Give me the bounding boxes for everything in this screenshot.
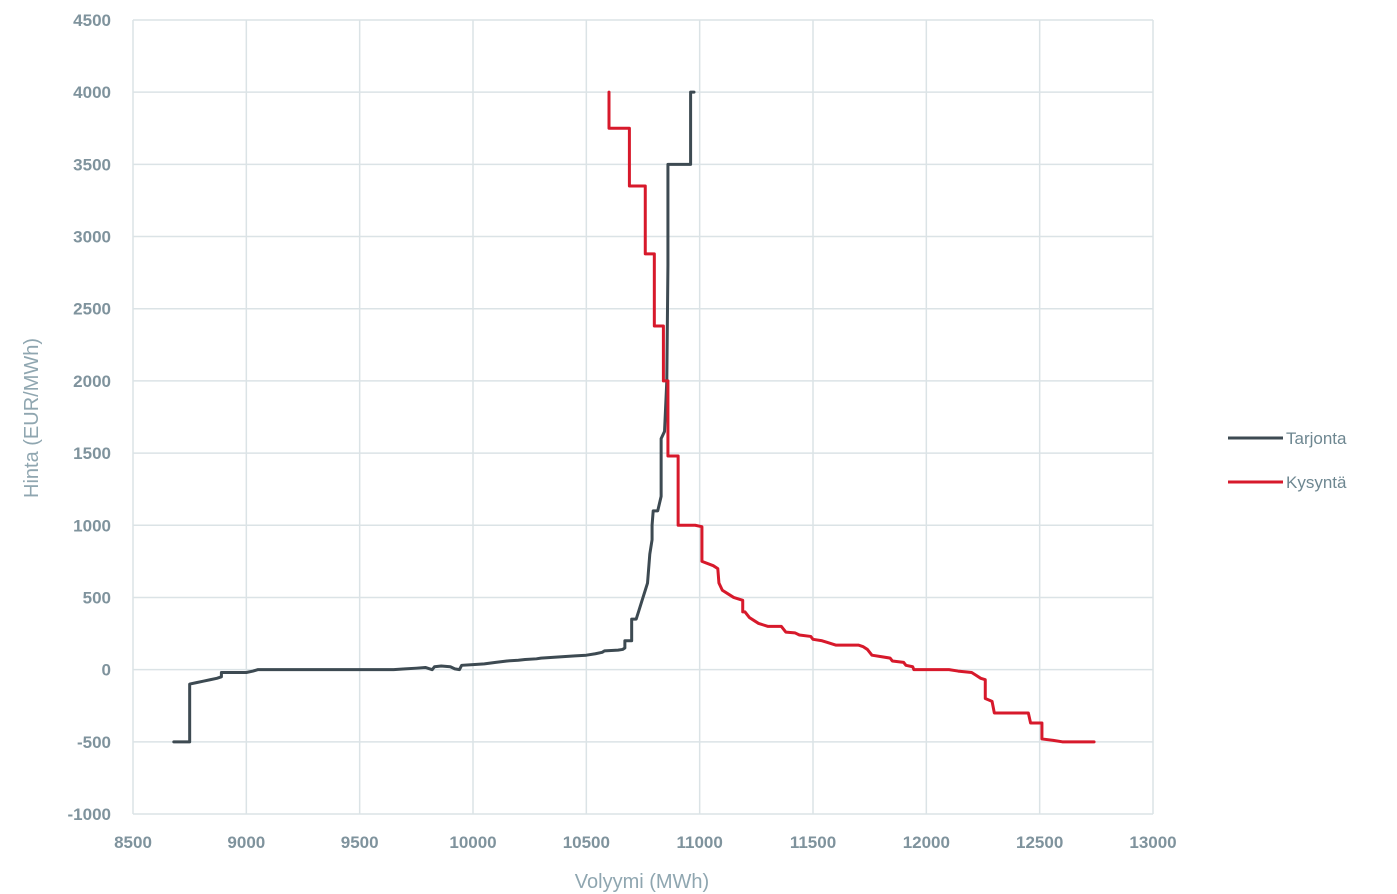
y-axis-ticks: -1000 -500 0 500 1000 1500 2000 2500 3000 3500 400… (68, 11, 111, 824)
y-tick-label: 3500 (73, 155, 111, 174)
y-tick-label: 0 (102, 661, 111, 680)
x-tick-label: 11500 (790, 833, 836, 852)
y-tick-label: 4000 (73, 83, 111, 102)
x-tick-label: 9000 (227, 833, 265, 852)
y-tick-label: 3000 (73, 228, 111, 247)
x-tick-label: 12000 (903, 833, 950, 852)
legend-label-kysyntä: Kysyntä (1286, 473, 1347, 492)
legend-label-tarjonta: Tarjonta (1286, 429, 1347, 448)
x-tick-label: 13000 (1129, 833, 1176, 852)
x-tick-label: 8500 (114, 833, 152, 852)
y-axis-label: Hinta (EUR/MWh) (21, 338, 43, 498)
x-axis-ticks: 8500 9000 9500 10000 10500 11000 11500 12000 125… (114, 833, 1177, 852)
y-tick-label: 500 (83, 588, 111, 607)
grid (132, 19, 1154, 815)
y-tick-label: 2000 (73, 372, 111, 391)
x-tick-label: 10500 (563, 833, 610, 852)
y-tick-label: 2500 (73, 300, 111, 319)
legend: Tarjonta Kysyntä (1228, 429, 1347, 492)
series-layer (172, 90, 1096, 744)
x-tick-label: 11000 (676, 833, 722, 852)
series-line-kysyntä (607, 90, 1096, 744)
y-tick-label: -500 (77, 733, 111, 752)
series-line-tarjonta (172, 90, 696, 744)
x-axis-label: Volyymi (MWh) (575, 871, 709, 893)
x-tick-label: 10000 (449, 833, 496, 852)
x-tick-label: 12500 (1016, 833, 1063, 852)
y-tick-label: 1000 (73, 516, 111, 535)
y-tick-label: 1500 (73, 444, 111, 463)
y-tick-label: 4500 (73, 11, 111, 30)
x-tick-label: 9500 (341, 833, 379, 852)
y-tick-label: -1000 (68, 805, 111, 824)
